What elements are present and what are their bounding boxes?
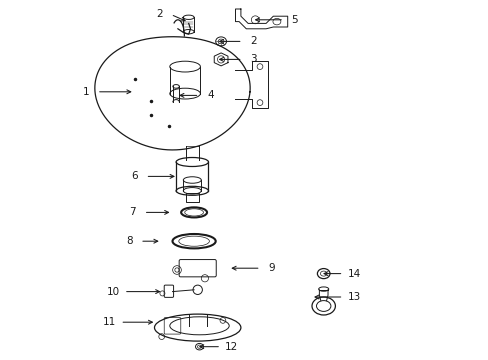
Text: 14: 14: [347, 269, 360, 279]
Text: 2: 2: [156, 9, 163, 19]
Text: 12: 12: [225, 342, 238, 352]
Text: 10: 10: [106, 287, 120, 297]
Text: 5: 5: [291, 15, 298, 25]
Text: 2: 2: [250, 36, 256, 46]
Text: 3: 3: [250, 54, 256, 64]
Text: 1: 1: [82, 87, 89, 97]
Text: 4: 4: [206, 90, 213, 100]
Text: 6: 6: [131, 171, 138, 181]
Text: 9: 9: [267, 263, 274, 273]
Text: 13: 13: [347, 292, 360, 302]
Text: 7: 7: [129, 207, 136, 217]
Text: 8: 8: [126, 236, 132, 246]
Text: 11: 11: [102, 317, 116, 327]
